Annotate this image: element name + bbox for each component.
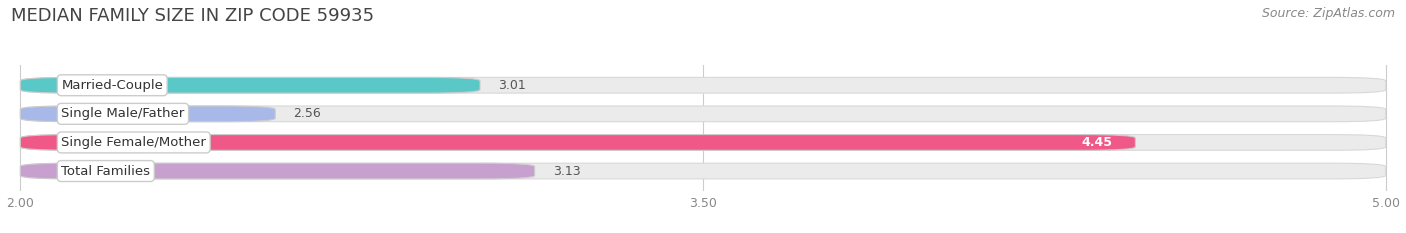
FancyBboxPatch shape — [20, 106, 1386, 122]
FancyBboxPatch shape — [20, 135, 1136, 150]
Text: MEDIAN FAMILY SIZE IN ZIP CODE 59935: MEDIAN FAMILY SIZE IN ZIP CODE 59935 — [11, 7, 374, 25]
FancyBboxPatch shape — [20, 77, 1386, 93]
FancyBboxPatch shape — [20, 163, 534, 179]
Text: Single Female/Mother: Single Female/Mother — [62, 136, 207, 149]
Text: 4.45: 4.45 — [1081, 136, 1112, 149]
Text: 2.56: 2.56 — [294, 107, 321, 120]
Text: Source: ZipAtlas.com: Source: ZipAtlas.com — [1261, 7, 1395, 20]
FancyBboxPatch shape — [20, 106, 276, 122]
Text: Total Families: Total Families — [62, 164, 150, 178]
Text: Single Male/Father: Single Male/Father — [62, 107, 184, 120]
Text: 3.01: 3.01 — [498, 79, 526, 92]
Text: Married-Couple: Married-Couple — [62, 79, 163, 92]
FancyBboxPatch shape — [20, 77, 479, 93]
FancyBboxPatch shape — [20, 135, 1386, 150]
Text: 3.13: 3.13 — [553, 164, 581, 178]
FancyBboxPatch shape — [20, 163, 1386, 179]
